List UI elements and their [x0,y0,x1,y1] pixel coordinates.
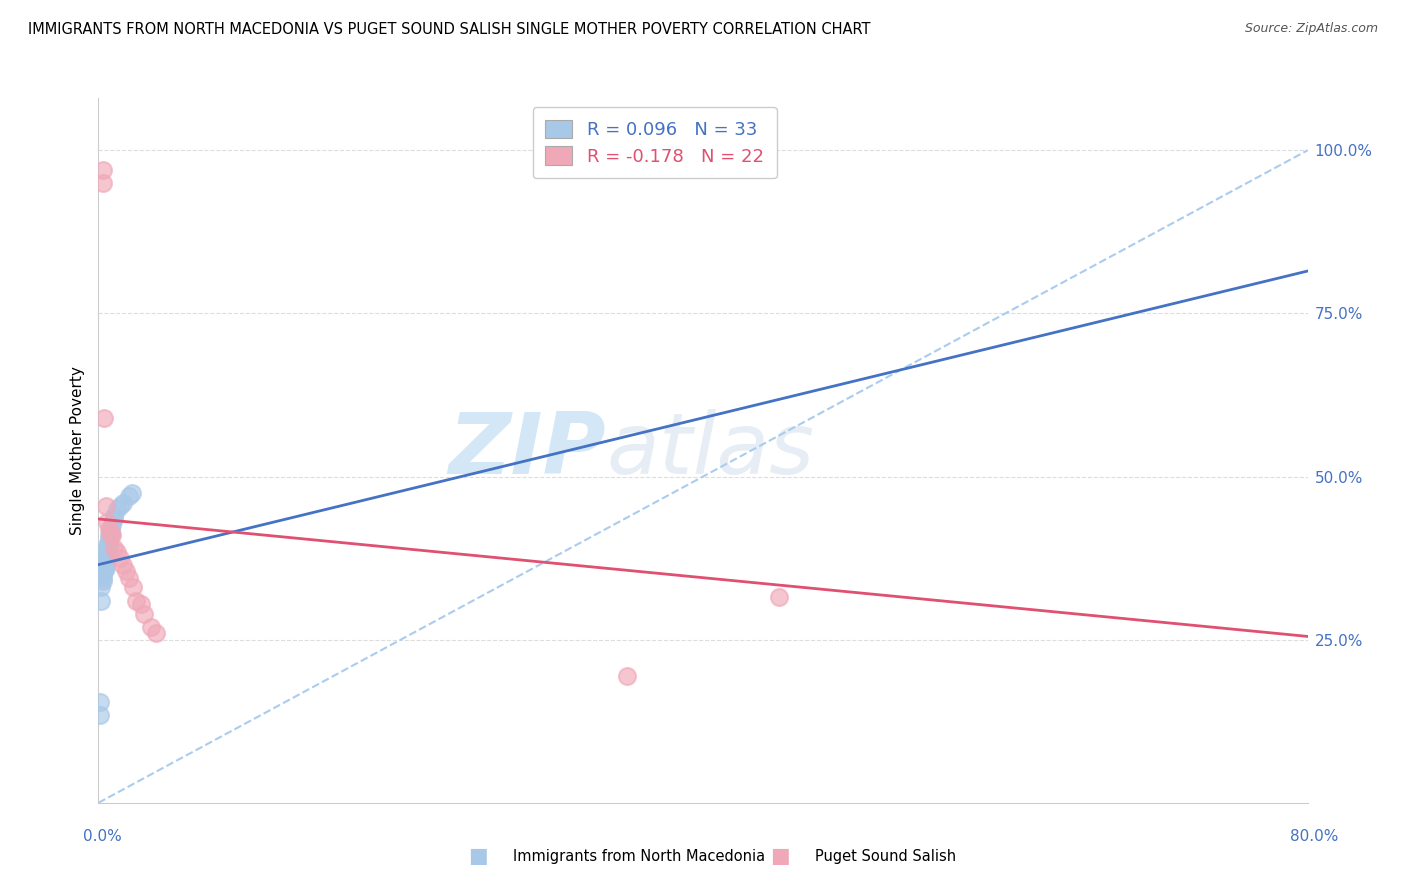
Point [93,410,115,425]
Point [108,499,131,513]
Point [105,502,128,516]
Point [90,581,112,595]
Point [129,597,152,611]
Point [121,486,143,500]
Point [100,524,122,539]
Point [90,593,112,607]
Point [91,574,114,588]
Point [98,522,121,536]
Point [616,668,638,682]
Point [145,626,167,640]
Text: 80.0%: 80.0% [1291,830,1339,844]
Point [93,564,115,578]
Point [111,558,134,572]
Point [125,593,148,607]
Text: ZIP: ZIP [449,409,606,492]
Point [91,567,114,582]
Point [101,528,124,542]
Point [108,551,131,566]
Point [94,551,117,566]
Point [111,496,134,510]
Point [105,544,128,558]
Y-axis label: Single Mother Poverty: Single Mother Poverty [69,366,84,535]
Point [91,176,114,190]
Point [103,512,125,526]
Point [103,541,125,556]
Point [100,522,122,536]
Point [98,532,121,546]
Text: ■: ■ [770,847,790,866]
Text: Immigrants from North Macedonia: Immigrants from North Macedonia [513,849,765,863]
Legend: R = 0.096   N = 33, R = -0.178   N = 22: R = 0.096 N = 33, R = -0.178 N = 22 [533,107,776,178]
Point [94,548,117,562]
Point [768,591,790,605]
Text: ■: ■ [468,847,488,866]
Point [98,534,121,549]
Text: atlas: atlas [606,409,814,492]
Point [122,581,145,595]
Point [89,707,111,722]
Point [89,695,111,709]
Point [114,564,136,578]
Point [118,571,141,585]
Point [101,518,124,533]
Point [94,554,117,568]
Point [91,162,114,177]
Point [96,515,118,529]
Point [96,548,118,562]
Point [98,538,121,552]
Point [93,564,115,578]
Point [118,489,141,503]
Point [132,607,155,621]
Point [94,499,117,513]
Point [96,544,118,558]
Point [98,528,121,542]
Point [94,561,117,575]
Text: IMMIGRANTS FROM NORTH MACEDONIA VS PUGET SOUND SALISH SINGLE MOTHER POVERTY CORR: IMMIGRANTS FROM NORTH MACEDONIA VS PUGET… [28,22,870,37]
Point [93,561,115,575]
Point [96,538,118,552]
Text: Source: ZipAtlas.com: Source: ZipAtlas.com [1244,22,1378,36]
Text: 0.0%: 0.0% [83,830,122,844]
Text: Puget Sound Salish: Puget Sound Salish [815,849,956,863]
Point [96,541,118,556]
Point [91,571,114,585]
Point [100,528,122,542]
Point [94,558,117,572]
Point [141,620,163,634]
Point [103,508,125,523]
